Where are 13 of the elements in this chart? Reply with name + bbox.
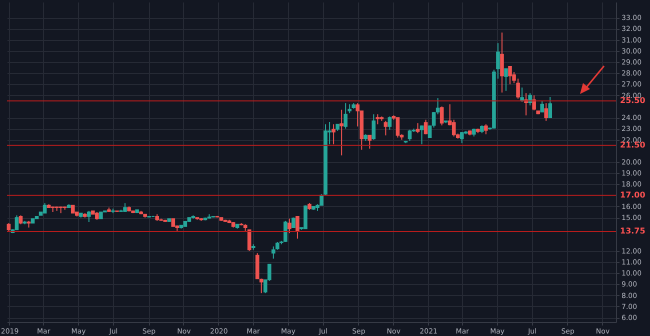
candlestick [171, 218, 176, 227]
candlestick [211, 216, 216, 218]
candlestick [99, 212, 103, 220]
ref-line-label: 13.75 [620, 226, 646, 236]
candlestick [147, 216, 151, 218]
candlestick [70, 204, 75, 214]
candlestick [111, 208, 115, 214]
candlestick [62, 206, 67, 210]
candlestick [127, 206, 131, 212]
ref-line-label: 17.00 [620, 190, 646, 200]
candlestick [79, 212, 83, 218]
candlestick [30, 218, 35, 224]
candlestick [58, 206, 63, 214]
